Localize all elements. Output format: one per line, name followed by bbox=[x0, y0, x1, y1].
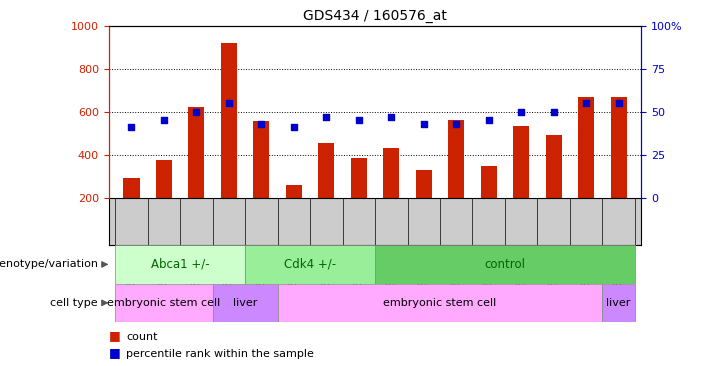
Text: ■: ■ bbox=[109, 329, 121, 342]
Bar bbox=[448, 120, 464, 198]
Bar bbox=[375, 245, 635, 284]
Point bbox=[451, 121, 462, 127]
Bar bbox=[545, 135, 562, 198]
Text: liver: liver bbox=[606, 298, 631, 308]
Title: GDS434 / 160576_at: GDS434 / 160576_at bbox=[303, 9, 447, 23]
Bar bbox=[221, 43, 237, 198]
Bar bbox=[115, 284, 212, 322]
Text: embryonic stem cell: embryonic stem cell bbox=[383, 298, 496, 308]
Text: Cdk4 +/-: Cdk4 +/- bbox=[284, 258, 336, 271]
Point bbox=[418, 121, 430, 127]
Bar bbox=[611, 97, 627, 198]
Text: control: control bbox=[484, 258, 526, 271]
Text: Abca1 +/-: Abca1 +/- bbox=[151, 258, 210, 271]
Bar bbox=[416, 170, 432, 198]
Bar bbox=[115, 245, 245, 284]
Bar bbox=[578, 97, 594, 198]
Point bbox=[191, 109, 202, 115]
Bar bbox=[481, 167, 497, 198]
Text: count: count bbox=[126, 332, 158, 342]
Point bbox=[320, 114, 332, 120]
Point bbox=[125, 124, 137, 130]
Bar bbox=[350, 158, 367, 198]
Text: ■: ■ bbox=[109, 346, 121, 359]
Point bbox=[580, 100, 592, 106]
Point bbox=[223, 100, 234, 106]
Bar bbox=[156, 160, 172, 198]
Bar bbox=[602, 284, 635, 322]
Text: cell type: cell type bbox=[50, 298, 98, 308]
Bar bbox=[245, 245, 375, 284]
Point bbox=[516, 109, 527, 115]
Bar bbox=[212, 284, 278, 322]
Bar bbox=[123, 178, 139, 198]
Point bbox=[386, 114, 397, 120]
Bar bbox=[189, 107, 205, 198]
Bar bbox=[513, 126, 529, 198]
Bar bbox=[383, 148, 400, 198]
Point bbox=[353, 117, 365, 123]
Bar bbox=[253, 121, 269, 198]
Point bbox=[288, 124, 299, 130]
Bar bbox=[278, 284, 602, 322]
Point bbox=[613, 100, 625, 106]
Text: percentile rank within the sample: percentile rank within the sample bbox=[126, 349, 314, 359]
Text: embryonic stem cell: embryonic stem cell bbox=[107, 298, 221, 308]
Point bbox=[158, 117, 170, 123]
Point bbox=[483, 117, 494, 123]
Bar bbox=[318, 143, 334, 198]
Text: liver: liver bbox=[233, 298, 257, 308]
Text: genotype/variation: genotype/variation bbox=[0, 259, 98, 269]
Point bbox=[548, 109, 559, 115]
Bar bbox=[286, 185, 302, 198]
Point bbox=[256, 121, 267, 127]
